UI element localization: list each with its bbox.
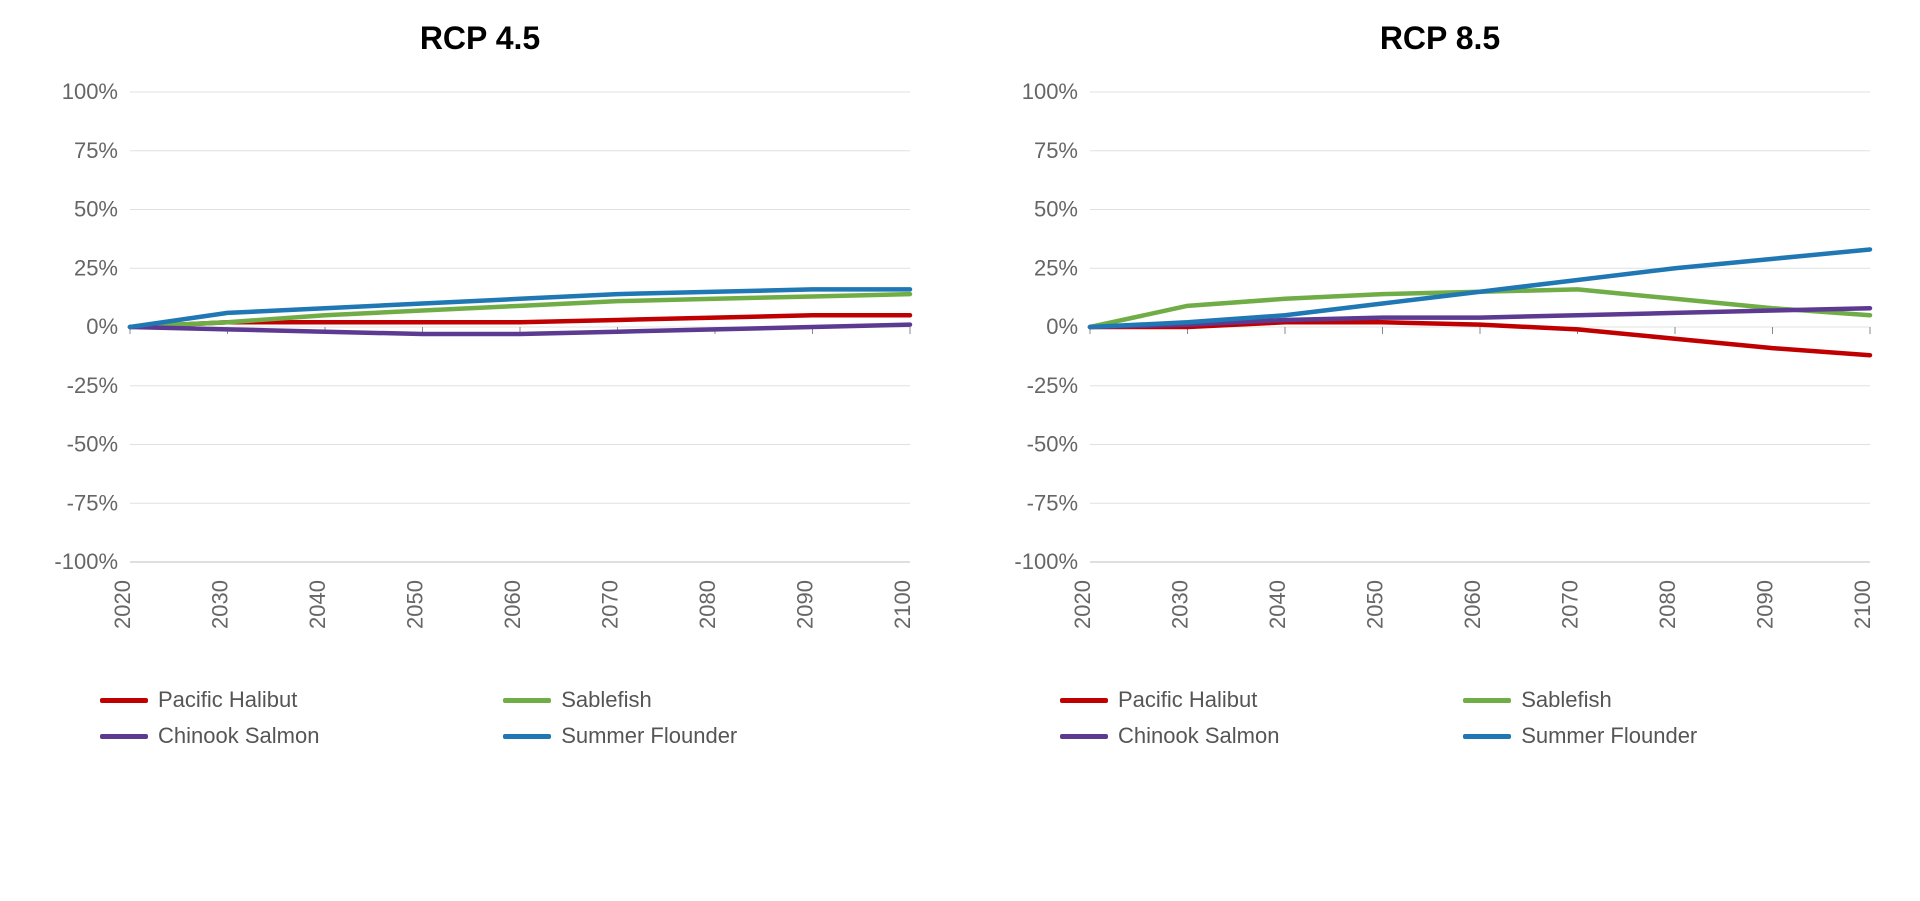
x-tick-label: 2050 [403,580,428,629]
legend: Pacific Halibut Sablefish Chinook Salmon Su… [980,687,1900,749]
legend-label: Pacific Halibut [1118,687,1257,713]
chart-svg: 100% 75% 50% 25% 0% -25% -50% -75% -100% 2020 2030… [20,72,940,672]
legend-item-sablefish: Sablefish [1463,687,1866,713]
legend-label: Chinook Salmon [1118,723,1279,749]
chart-svg: 100% 75% 50% 25% 0% -25% -50% -75% -100% 2020 2030… [980,72,1900,672]
legend-label: Pacific Halibut [158,687,297,713]
legend-label: Summer Flounder [1521,723,1697,749]
legend-label: Summer Flounder [561,723,737,749]
y-tick-label: 25% [74,255,118,280]
y-tick-label: -25% [1027,373,1078,398]
x-tick-label: 2050 [1363,580,1388,629]
chart-title: RCP 4.5 [420,20,540,57]
x-tick-label: 2030 [1168,580,1193,629]
legend-item-sablefish: Sablefish [503,687,906,713]
x-tick-label: 2020 [1070,580,1095,629]
legend-label: Sablefish [561,687,652,713]
x-tick-label: 2100 [890,580,915,629]
y-tick-label: 75% [1034,138,1078,163]
y-tick-label: 50% [1034,197,1078,222]
x-tick-label: 2040 [305,580,330,629]
legend-swatch [503,698,551,703]
legend-swatch [1463,734,1511,739]
x-tick-label: 2060 [1460,580,1485,629]
legend-item-summer_flounder: Summer Flounder [1463,723,1866,749]
y-tick-label: -50% [67,432,118,457]
y-tick-label: -100% [1014,549,1078,574]
y-tick-label: 75% [74,138,118,163]
x-tick-label: 2100 [1850,580,1875,629]
legend-swatch [1463,698,1511,703]
legend-item-summer_flounder: Summer Flounder [503,723,906,749]
y-tick-label: -25% [67,373,118,398]
x-tick-label: 2090 [793,580,818,629]
y-tick-label: 100% [1022,79,1078,104]
legend-label: Sablefish [1521,687,1612,713]
y-tick-label: 0% [86,314,118,339]
x-tick-label: 2030 [208,580,233,629]
legend-swatch [503,734,551,739]
x-tick-label: 2020 [110,580,135,629]
y-tick-label: 100% [62,79,118,104]
chart-area: 100% 75% 50% 25% 0% -25% -50% -75% -100% 2020 2030… [20,72,940,672]
y-tick-label: 0% [1046,314,1078,339]
legend: Pacific Halibut Sablefish Chinook Salmon Su… [20,687,940,749]
chart-area: 100% 75% 50% 25% 0% -25% -50% -75% -100% 2020 2030… [980,72,1900,672]
x-tick-label: 2070 [1558,580,1583,629]
legend-item-chinook_salmon: Chinook Salmon [1060,723,1463,749]
y-tick-label: -75% [67,490,118,515]
y-tick-label: -100% [54,549,118,574]
y-tick-label: 50% [74,197,118,222]
x-tick-label: 2080 [695,580,720,629]
legend-label: Chinook Salmon [158,723,319,749]
legend-item-pacific_halibut: Pacific Halibut [1060,687,1463,713]
legend-swatch [100,698,148,703]
x-tick-label: 2060 [500,580,525,629]
legend-item-pacific_halibut: Pacific Halibut [100,687,503,713]
legend-swatch [1060,734,1108,739]
chart-panel-rcp45: RCP 4.5 100% 75% 50% 25% 0% -25% -50% -75% -100% 2… [20,20,940,749]
x-tick-label: 2080 [1655,580,1680,629]
chart-title: RCP 8.5 [1380,20,1500,57]
legend-swatch [100,734,148,739]
x-tick-label: 2090 [1753,580,1778,629]
y-tick-label: -50% [1027,432,1078,457]
x-tick-label: 2070 [598,580,623,629]
y-tick-label: 25% [1034,255,1078,280]
x-tick-label: 2040 [1265,580,1290,629]
y-tick-label: -75% [1027,490,1078,515]
charts-container: RCP 4.5 100% 75% 50% 25% 0% -25% -50% -75% -100% 2… [20,20,1900,749]
legend-swatch [1060,698,1108,703]
legend-item-chinook_salmon: Chinook Salmon [100,723,503,749]
chart-panel-rcp85: RCP 8.5 100% 75% 50% 25% 0% -25% -50% -75% -100% 2… [980,20,1900,749]
